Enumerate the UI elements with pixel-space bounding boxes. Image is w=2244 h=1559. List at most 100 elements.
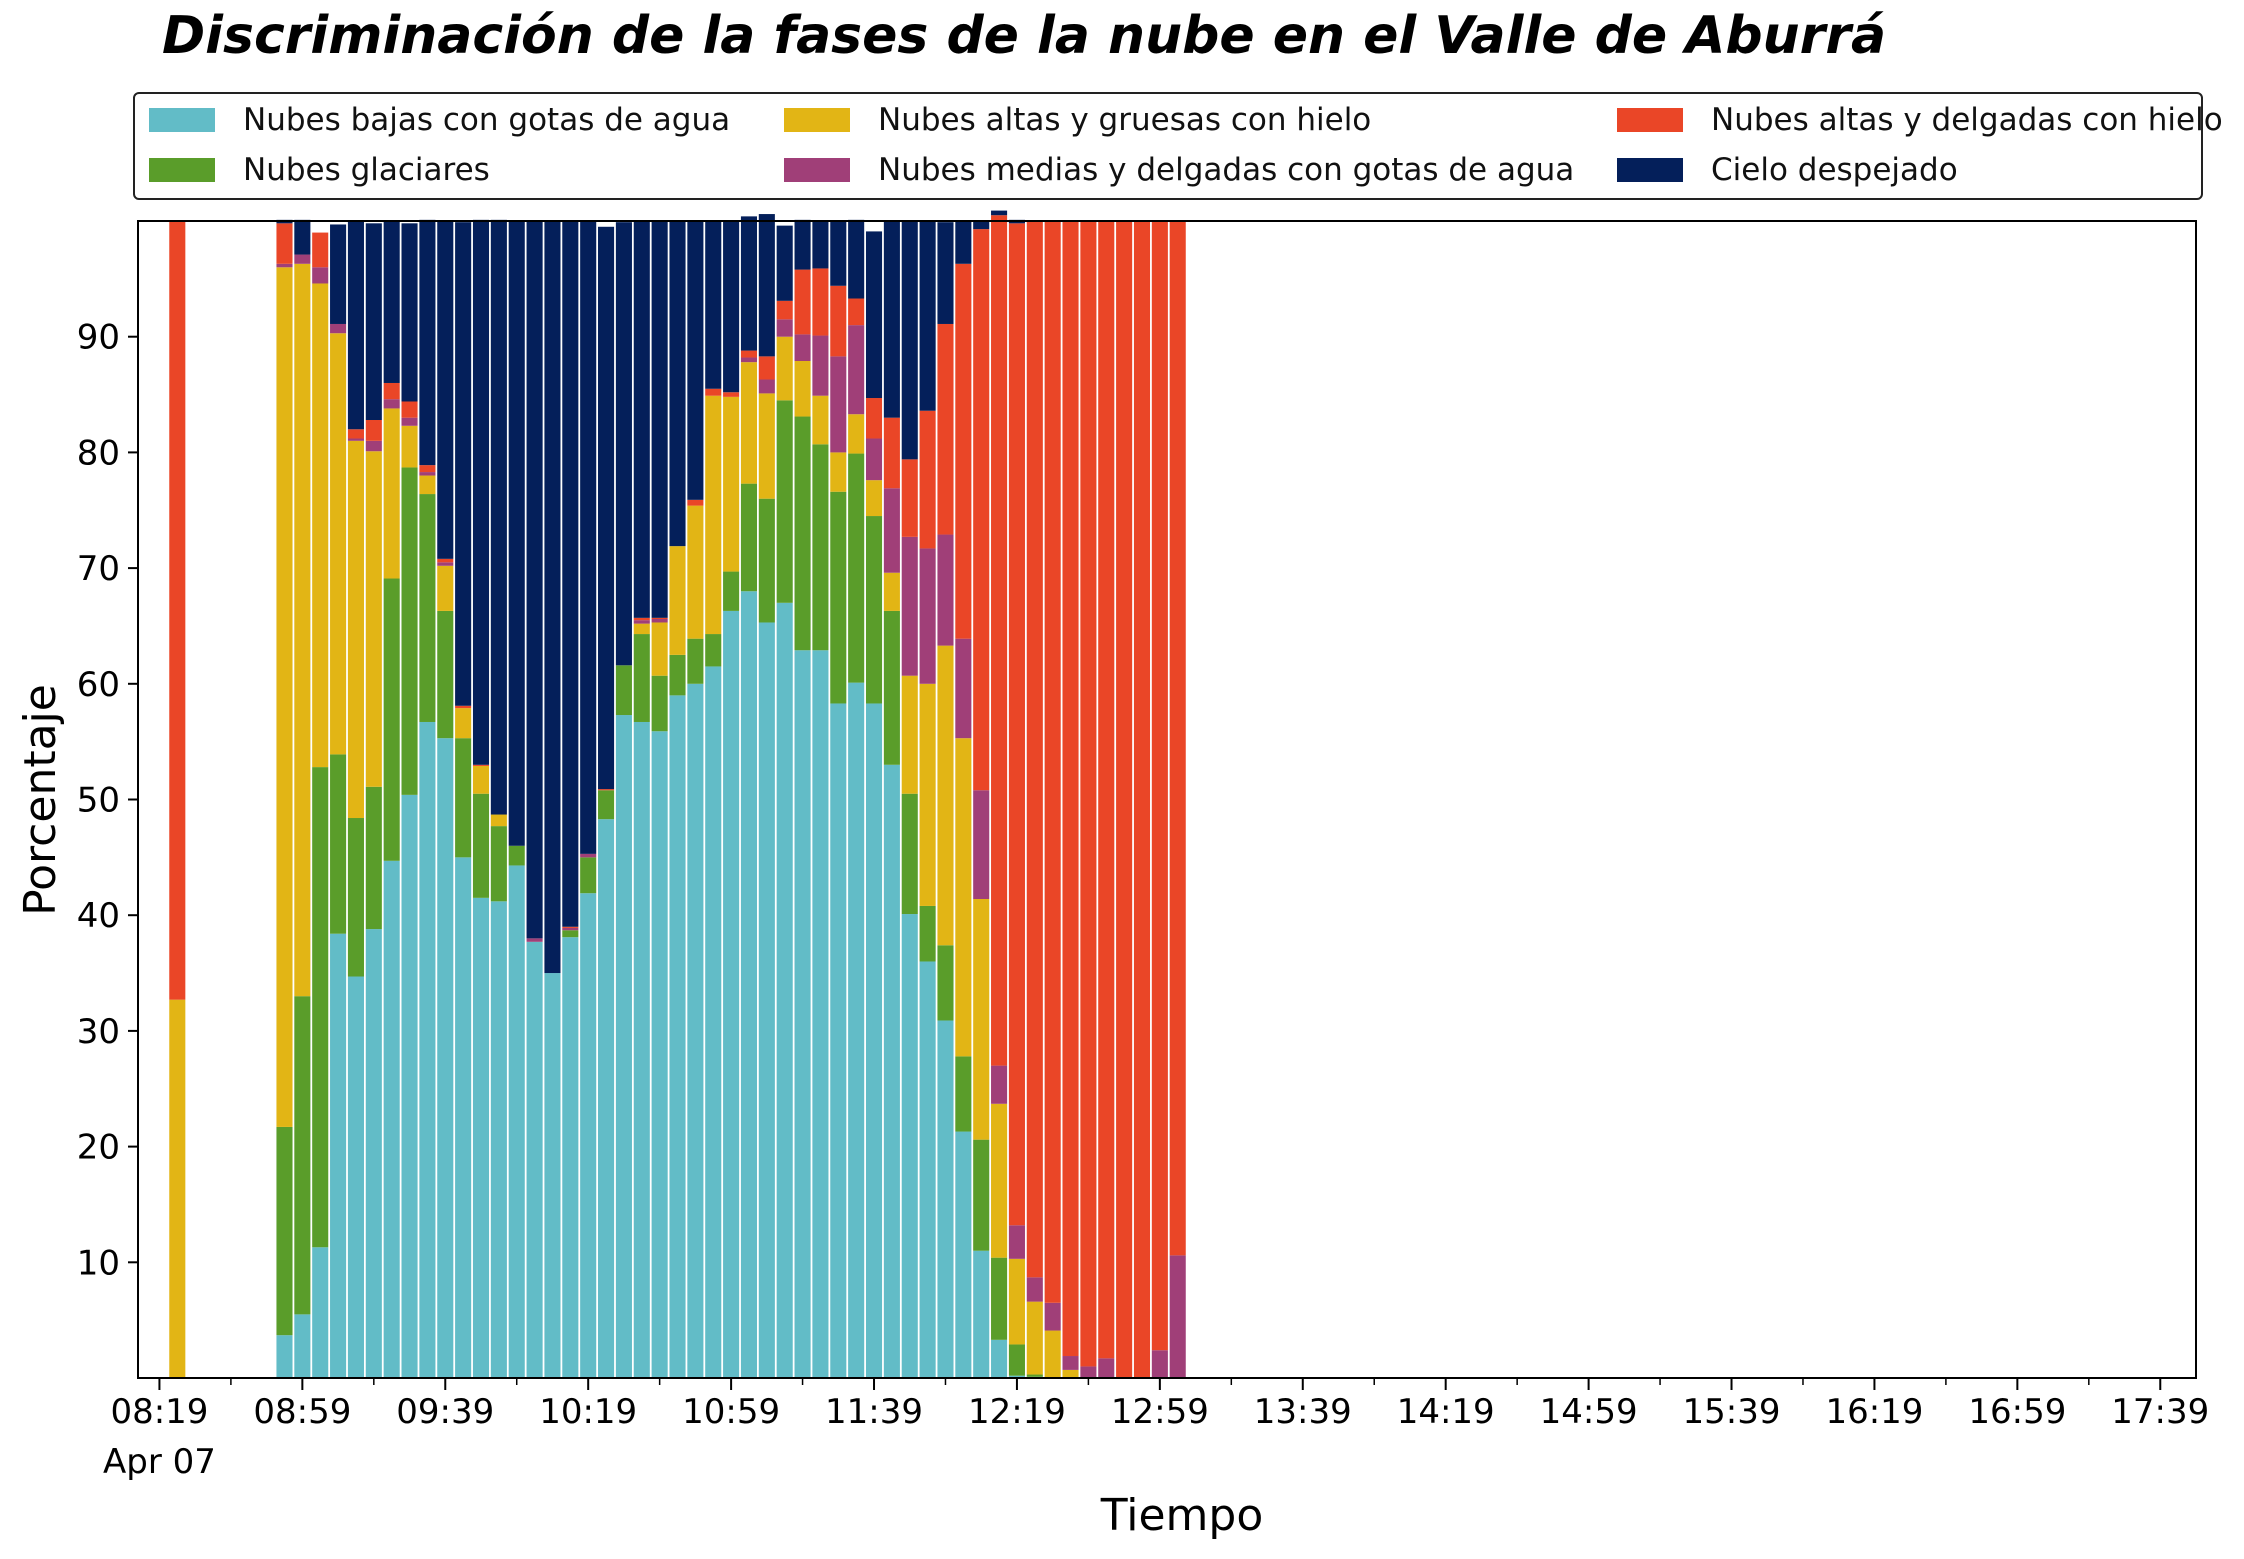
bar-segment — [598, 789, 615, 791]
legend: Nubes bajas con gotas de agua Nubes glac… — [133, 92, 2223, 200]
bar-segment — [633, 617, 650, 621]
bar-segment — [276, 223, 293, 264]
bar-segment — [633, 634, 650, 722]
bar-segment — [401, 425, 418, 468]
bar-segment — [1008, 223, 1025, 1226]
bar-segment — [794, 416, 811, 651]
bar-segment — [276, 1335, 293, 1378]
bar-segment — [669, 654, 686, 696]
bar-segment — [437, 558, 454, 563]
bar-segment — [687, 683, 704, 1378]
bar-segment — [312, 767, 329, 1248]
bar-segment — [955, 263, 972, 639]
bar-segment — [669, 546, 686, 655]
bar-segment — [955, 221, 972, 264]
bar-segment — [294, 254, 311, 264]
y-tick-label: 60 — [77, 665, 120, 705]
bar-segment — [419, 472, 436, 476]
bar-segment — [633, 221, 650, 618]
bar-segment — [883, 488, 900, 573]
bar-segment — [347, 440, 364, 819]
bar-segment — [544, 973, 561, 1378]
bar-segment — [1169, 221, 1186, 1256]
legend-item-high-thin-ice: Nubes altas y delgadas con hielo — [1617, 102, 2223, 138]
bar-segment — [723, 392, 740, 397]
bar-segment — [383, 382, 400, 400]
bar-segment — [401, 417, 418, 426]
bar-segment — [1151, 221, 1168, 1351]
bar-segment — [437, 610, 454, 739]
x-tick-label: 13:39 — [1254, 1392, 1352, 1432]
y-tick-label: 10 — [77, 1243, 120, 1283]
bar-segment — [633, 721, 650, 1378]
bar-segment — [169, 221, 186, 1000]
bar-segment — [490, 901, 507, 1378]
x-tick-label: 16:19 — [1825, 1392, 1923, 1432]
bar-segment — [365, 786, 382, 930]
bar-segment — [740, 483, 758, 592]
bar-segment — [615, 665, 632, 716]
bar-segment — [919, 548, 936, 684]
bar-segment — [901, 459, 918, 537]
bars-layer — [169, 210, 1186, 1378]
bar-segment — [705, 634, 722, 667]
bar-segment — [830, 452, 847, 492]
bar-segment — [615, 715, 632, 1378]
x-axis-label: Tiempo — [1100, 1490, 1264, 1541]
bar-segment — [1026, 1374, 1043, 1377]
bar-segment — [705, 221, 722, 389]
legend-label: Nubes bajas con gotas de agua — [243, 102, 731, 138]
x-tick-label: 08:59 — [253, 1392, 351, 1432]
bar-segment — [794, 269, 811, 335]
bar-segment — [830, 221, 847, 286]
bar-segment — [776, 225, 793, 301]
bar-segment — [812, 268, 829, 336]
y-tick-label: 40 — [77, 896, 120, 936]
bar-segment — [865, 703, 883, 1378]
bar-segment — [955, 1056, 972, 1132]
bar-segment — [562, 937, 579, 1378]
bar-segment — [830, 491, 847, 704]
bar-segment — [687, 505, 704, 639]
bar-segment — [1008, 1225, 1025, 1259]
bar-segment — [347, 429, 364, 439]
bar-segment — [580, 221, 597, 854]
bar-segment — [794, 650, 811, 1378]
bar-segment — [830, 285, 847, 357]
bar-segment — [330, 754, 347, 934]
bar-segment — [776, 319, 793, 337]
bar-segment — [1044, 1302, 1061, 1331]
bar-segment — [901, 914, 918, 1378]
x-tick-label: 16:59 — [1968, 1392, 2066, 1432]
bar-segment — [740, 216, 758, 351]
bar-segment — [455, 705, 472, 709]
bar-segment — [883, 417, 900, 489]
bar-segment — [419, 465, 436, 473]
bar-segment — [633, 620, 650, 624]
bar-segment — [419, 475, 436, 495]
bar-segment — [365, 223, 382, 421]
x-tick-label: 12:59 — [1111, 1392, 1209, 1432]
bar-segment — [705, 395, 722, 635]
bar-segment — [723, 396, 740, 572]
bar-segment — [544, 221, 561, 974]
bar-segment — [1062, 1369, 1079, 1378]
y-axis: 10 20 30 40 50 60 70 80 90 — [77, 318, 138, 1283]
bar-segment — [1044, 221, 1061, 1303]
legend-item-high-thick-ice: Nubes altas y gruesas con hielo — [784, 102, 1371, 138]
bar-segment — [1008, 1344, 1025, 1376]
bar-segment — [455, 857, 472, 1378]
bar-segment — [1026, 1301, 1043, 1375]
bar-segment — [598, 790, 615, 820]
bar-segment — [865, 438, 883, 481]
bar-segment — [687, 638, 704, 684]
x-tick-label: 15:39 — [1683, 1392, 1781, 1432]
bar-segment — [812, 650, 829, 1378]
bar-segment — [883, 221, 900, 418]
bar-segment — [651, 731, 668, 1378]
bar-segment — [758, 393, 775, 499]
bar-segment — [1080, 1366, 1097, 1378]
bar-segment — [901, 221, 918, 460]
x-tick-label: 09:39 — [396, 1392, 494, 1432]
